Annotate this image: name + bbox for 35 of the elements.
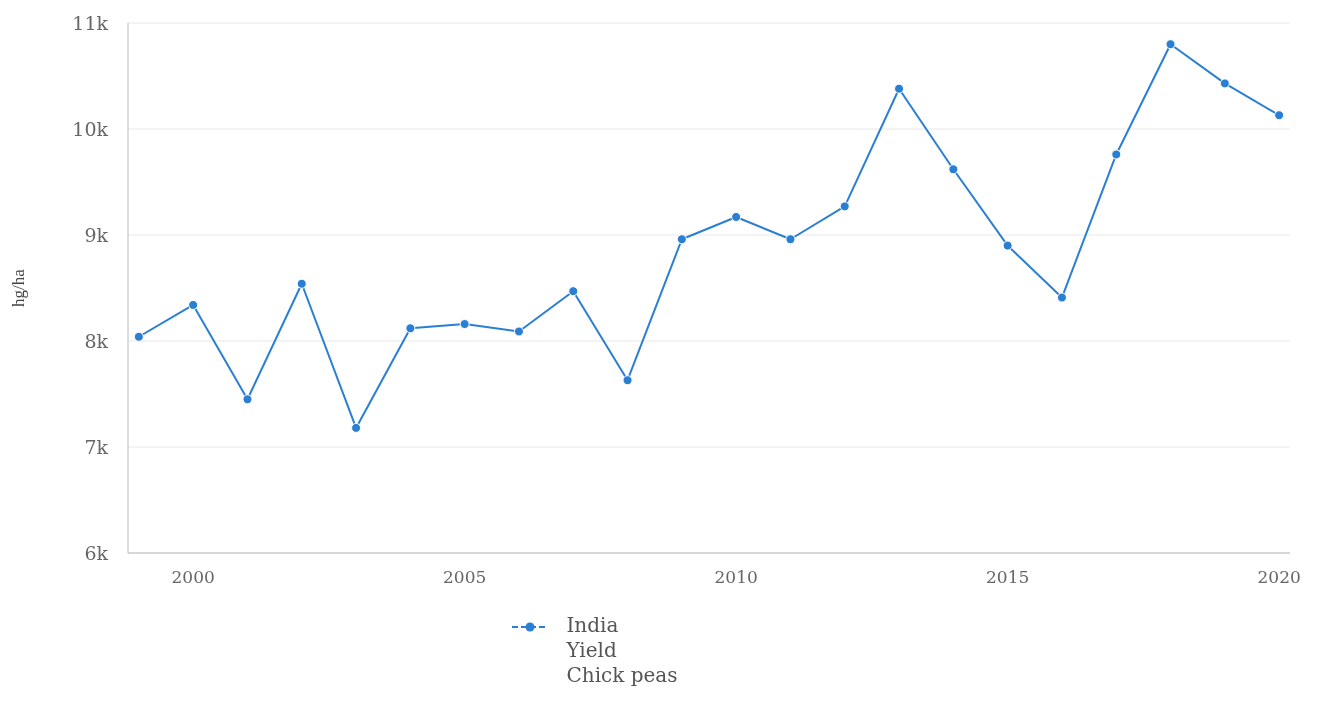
point bbox=[459, 319, 470, 330]
x-tick-label: 2000 bbox=[171, 567, 215, 588]
point bbox=[513, 326, 524, 337]
point bbox=[242, 394, 253, 405]
point bbox=[1056, 292, 1067, 303]
point bbox=[622, 375, 633, 386]
point bbox=[133, 331, 144, 342]
x-tick-label: 2020 bbox=[1257, 567, 1301, 588]
point bbox=[839, 201, 850, 212]
x-tick-label: 2005 bbox=[443, 567, 487, 588]
point bbox=[296, 278, 307, 289]
point bbox=[1274, 110, 1285, 121]
point bbox=[405, 323, 416, 334]
x-tick-label: 2010 bbox=[714, 567, 758, 588]
point bbox=[188, 299, 199, 310]
point bbox=[948, 164, 959, 175]
point bbox=[1002, 240, 1013, 251]
point bbox=[894, 83, 905, 94]
y-axis-title: hg/ha bbox=[9, 268, 29, 307]
point bbox=[676, 234, 687, 245]
x-tick-label: 2015 bbox=[986, 567, 1030, 588]
y-tick-label: 7k bbox=[84, 435, 109, 458]
point bbox=[1111, 149, 1122, 160]
point bbox=[1219, 78, 1230, 89]
point bbox=[785, 234, 796, 245]
point bbox=[351, 422, 362, 433]
y-tick-label: 11k bbox=[72, 11, 109, 34]
y-tick-label: 10k bbox=[72, 117, 109, 140]
point bbox=[731, 211, 742, 222]
legend-label: India Yield Chick peas bbox=[566, 613, 678, 688]
point bbox=[568, 286, 579, 297]
y-tick-label: 6k bbox=[84, 541, 109, 564]
y-tick-label: 8k bbox=[84, 329, 109, 352]
point bbox=[1165, 39, 1176, 50]
y-tick-label: 9k bbox=[84, 223, 109, 246]
